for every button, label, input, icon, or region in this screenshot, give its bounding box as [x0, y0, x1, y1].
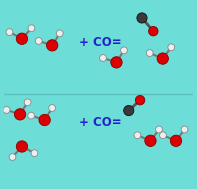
Circle shape — [181, 126, 188, 133]
Circle shape — [160, 132, 166, 139]
Circle shape — [135, 95, 145, 105]
Circle shape — [14, 109, 26, 120]
Circle shape — [39, 114, 50, 126]
Circle shape — [9, 154, 16, 160]
Circle shape — [16, 141, 28, 152]
Circle shape — [134, 132, 141, 139]
Circle shape — [149, 26, 158, 36]
Circle shape — [124, 105, 134, 116]
Circle shape — [56, 30, 63, 37]
Text: + CO=: + CO= — [79, 36, 121, 49]
Circle shape — [121, 47, 127, 54]
Circle shape — [49, 105, 56, 111]
Text: + CO=: + CO= — [79, 116, 121, 129]
Circle shape — [99, 55, 106, 61]
Circle shape — [145, 135, 156, 146]
Circle shape — [168, 44, 175, 51]
Circle shape — [3, 107, 10, 113]
Circle shape — [157, 53, 168, 64]
Circle shape — [16, 33, 28, 44]
Circle shape — [31, 150, 38, 156]
Circle shape — [46, 40, 58, 51]
Circle shape — [146, 50, 153, 57]
Circle shape — [137, 13, 147, 23]
Circle shape — [156, 126, 162, 133]
Circle shape — [28, 112, 34, 119]
Circle shape — [170, 135, 182, 146]
Circle shape — [111, 57, 122, 68]
Circle shape — [28, 25, 35, 32]
Circle shape — [35, 38, 42, 44]
Circle shape — [24, 99, 31, 106]
Circle shape — [6, 29, 13, 36]
